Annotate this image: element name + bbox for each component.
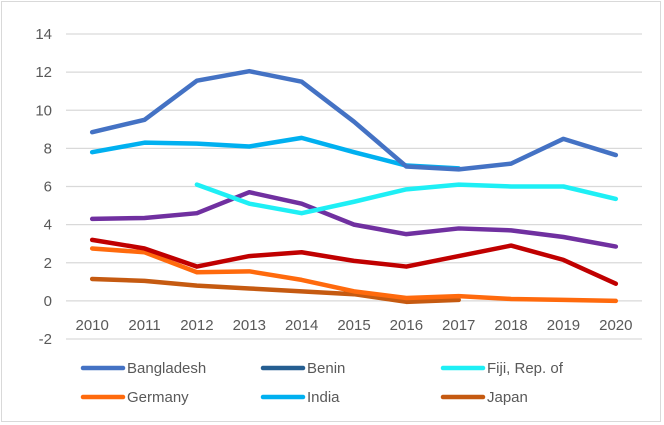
x-tick-label: 2016 (390, 317, 423, 334)
series-line-india (89, 135, 461, 171)
series-line-fiji-rep-of (194, 182, 619, 216)
y-tick-label: 8 (44, 140, 52, 157)
legend-label: Bangladesh (127, 360, 206, 377)
x-tick-label: 2011 (128, 317, 160, 334)
series-lines (89, 68, 619, 305)
y-tick-label: 12 (35, 64, 52, 81)
x-tick-label: 2014 (285, 317, 318, 334)
y-tick-label: 0 (44, 293, 52, 310)
legend-label: Fiji, Rep. of (487, 360, 564, 377)
legend-label: Japan (487, 389, 528, 406)
legend-label: Benin (307, 360, 345, 377)
x-axis-ticks: 2010 2011 2012 2013 2014 2015 2016 2017 2018 2019… (75, 317, 632, 334)
x-tick-label: 2020 (599, 317, 632, 334)
legend: Bangladesh Benin Fiji, Rep. of Germany India… (80, 360, 564, 406)
y-tick-label: 2 (44, 255, 52, 272)
x-tick-label: 2013 (233, 317, 266, 334)
x-tick-label: 2017 (442, 317, 475, 334)
y-tick-label: 14 (35, 26, 52, 43)
x-tick-label: 2015 (337, 317, 370, 334)
series-line-unlabeled-6 (89, 189, 619, 249)
y-tick-label: -2 (39, 331, 52, 348)
x-tick-label: 2010 (75, 317, 108, 334)
legend-item: Germany (80, 389, 189, 406)
legend-item: Japan (440, 389, 528, 406)
legend-item: India (260, 389, 340, 406)
y-axis-ticks: 14 12 10 8 6 4 2 0 -2 (35, 26, 52, 348)
x-tick-label: 2018 (494, 317, 527, 334)
legend-label: Germany (127, 389, 189, 406)
y-tick-label: 4 (44, 217, 52, 234)
y-tick-label: 10 (35, 102, 52, 119)
series-line-unlabeled-7 (89, 237, 619, 286)
x-tick-label: 2019 (547, 317, 580, 334)
x-tick-label: 2012 (180, 317, 213, 334)
legend-label: India (307, 389, 340, 406)
series-line-bangladesh (89, 68, 619, 172)
legend-item: Bangladesh (80, 360, 206, 377)
legend-item: Fiji, Rep. of (440, 360, 564, 377)
series-line-japan (89, 276, 461, 305)
y-tick-label: 6 (44, 179, 52, 196)
series-line-germany (89, 246, 619, 304)
legend-item: Benin (260, 360, 345, 377)
